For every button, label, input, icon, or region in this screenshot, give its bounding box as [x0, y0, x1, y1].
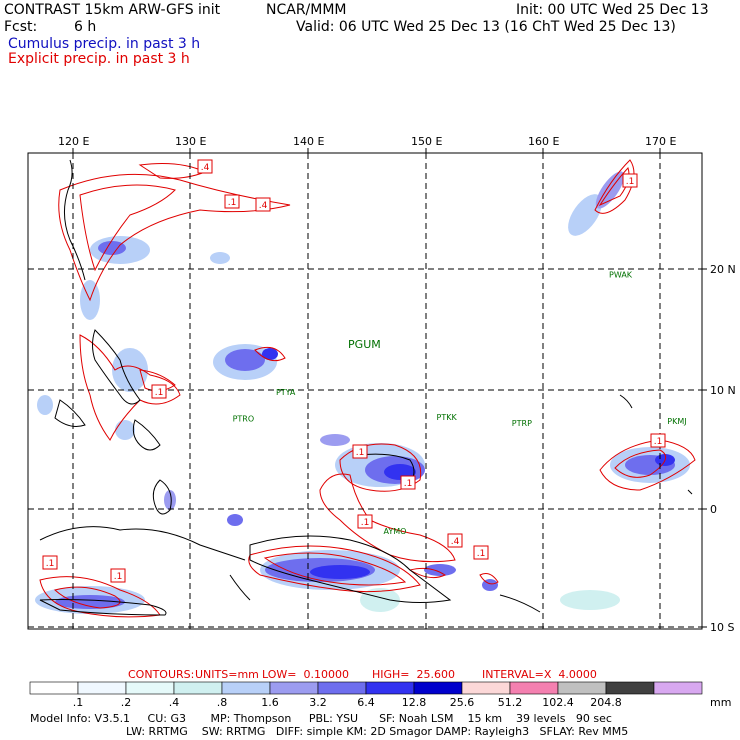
contours-label: CONTOURS: — [128, 668, 195, 681]
station-pwak: PWAK — [609, 270, 633, 279]
contours-interval: INTERVAL=X 4.0000 — [482, 668, 597, 681]
svg-text:.4: .4 — [201, 163, 210, 173]
lon-label-140e: 140 E — [293, 135, 325, 148]
colorbar-swatch — [461, 681, 511, 695]
header-fcst-hours: 6 h — [74, 19, 97, 35]
svg-text:.1: .1 — [654, 437, 663, 447]
contour-label: .4 — [197, 159, 213, 174]
contour-label: .1 — [357, 514, 373, 529]
colorbar-tick-label: 6.4 — [357, 696, 375, 709]
colorbar-swatch — [29, 681, 79, 695]
station-pgum: PGUM — [348, 338, 381, 351]
colorbar-tick-label: 1.6 — [261, 696, 279, 709]
colorbar-swatch — [557, 681, 607, 695]
lon-label-130e: 130 E — [175, 135, 207, 148]
svg-text:.4: .4 — [259, 201, 268, 211]
footer-model-info: Model Info: V3.5.1 CU: G3 MP: Thompson P… — [30, 712, 612, 725]
lon-label-160e: 160 E — [528, 135, 560, 148]
svg-text:.1: .1 — [356, 448, 365, 458]
colorbar-swatch — [509, 681, 559, 695]
colorbar-swatch — [125, 681, 175, 695]
colorbar-swatch — [653, 681, 703, 695]
svg-text:.4: .4 — [451, 537, 460, 547]
contour-label: .1 — [473, 545, 489, 560]
contour-label: .1 — [622, 173, 638, 188]
legend-explicit: Explicit precip. in past 3 h — [8, 51, 190, 67]
svg-text:.1: .1 — [626, 177, 635, 187]
precip-colorbar — [29, 681, 703, 695]
contour-label: .1 — [352, 444, 368, 459]
lat-label-10s: 10 S — [710, 621, 735, 634]
lon-label-150e: 150 E — [411, 135, 443, 148]
colorbar-tick-label: 204.8 — [590, 696, 622, 709]
colorbar-tick-label: .2 — [120, 696, 132, 709]
contours-high: HIGH= 25.600 — [372, 668, 456, 681]
header-title: CONTRAST 15km ARW-GFS init — [4, 2, 221, 18]
svg-text:.1: .1 — [228, 198, 237, 208]
colorbar-tick-label: 3.2 — [309, 696, 327, 709]
colorbar-tick-label: 51.2 — [497, 696, 523, 709]
colorbar-swatch — [173, 681, 223, 695]
colorbar-swatch — [605, 681, 655, 695]
contour-label: .4 — [255, 197, 271, 212]
station-ptrp: PTRP — [512, 419, 532, 428]
station-ptkk: PTKK — [437, 413, 458, 422]
svg-text:.1: .1 — [114, 572, 123, 582]
colorbar-swatch — [77, 681, 127, 695]
contour-label: .1 — [42, 555, 58, 570]
map-frame — [27, 152, 703, 630]
colorbar-tick-label: .8 — [216, 696, 228, 709]
colorbar-tick-label: .4 — [168, 696, 180, 709]
header-valid-time: Valid: 06 UTC Wed 25 Dec 13 (16 ChT Wed … — [296, 19, 676, 35]
colorbar-swatch — [413, 681, 463, 695]
colorbar-tick-label: 25.6 — [449, 696, 475, 709]
svg-text:.1: .1 — [404, 479, 413, 489]
station-ptya: PTYA — [276, 388, 296, 397]
colorbar-tick-label: .1 — [72, 696, 84, 709]
coastlines — [39, 159, 693, 616]
contour-label: .1 — [650, 433, 666, 448]
contours-low: LOW= 0.10000 — [262, 668, 349, 681]
explicit-precip-contours — [39, 159, 696, 618]
colorbar-swatch — [269, 681, 319, 695]
colorbar-units: mm — [710, 696, 732, 709]
colorbar-swatch — [221, 681, 271, 695]
lat-label-10n: 10 N — [710, 384, 736, 397]
contours-units: UNITS=mm — [195, 668, 259, 681]
svg-text:.1: .1 — [46, 559, 55, 569]
legend-cumulus: Cumulus precip. in past 3 h — [8, 36, 201, 52]
station-ptro: PTRO — [233, 414, 255, 423]
footer-physics-info: LW: RRTMG SW: RRTMG DIFF: simple KM: 2D … — [126, 725, 629, 738]
header-init-time: Init: 00 UTC Wed 25 Dec 13 — [516, 2, 709, 18]
colorbar-tick-label: 102.4 — [542, 696, 574, 709]
contour-label: .1 — [151, 384, 167, 399]
svg-text:.1: .1 — [155, 388, 164, 398]
header-fcst-label: Fcst: — [4, 19, 38, 35]
station-pkmj: PKMJ — [667, 417, 686, 426]
colorbar-swatch — [317, 681, 367, 695]
header-org: NCAR/MMM — [266, 2, 347, 18]
lat-label-0: 0 — [710, 503, 717, 516]
contour-label: .1 — [224, 194, 240, 209]
contour-label: .4 — [447, 533, 463, 548]
colorbar-tick-label: 12.8 — [401, 696, 427, 709]
lon-label-170e: 170 E — [645, 135, 677, 148]
contour-label: .1 — [400, 475, 416, 490]
colorbar-swatch — [365, 681, 415, 695]
lat-lon-grid — [28, 153, 702, 629]
station-aymo: AYMO — [383, 527, 406, 536]
lat-label-20n: 20 N — [710, 263, 736, 276]
lon-label-120e: 120 E — [58, 135, 90, 148]
svg-text:.1: .1 — [477, 549, 486, 559]
contour-label: .1 — [110, 568, 126, 583]
svg-text:.1: .1 — [361, 518, 370, 528]
